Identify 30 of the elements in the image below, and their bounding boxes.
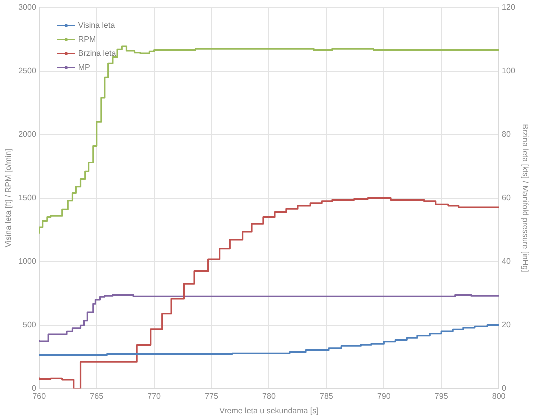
x-tick-label: 795 <box>434 392 449 401</box>
x-tick-label: 775 <box>205 392 219 401</box>
y-tick-label: 3000 <box>18 3 37 12</box>
y2-tick-label: 80 <box>502 130 512 140</box>
y2-tick-label: 100 <box>502 66 516 76</box>
y-tick-label: 2000 <box>18 130 37 140</box>
legend-label: Visina leta <box>78 21 116 30</box>
y2-tick-label: 40 <box>502 257 512 266</box>
x-tick-label: 765 <box>90 392 104 401</box>
y-tick-label: 2500 <box>18 66 37 76</box>
y-tick-label: 0 <box>32 384 37 394</box>
legend-label: Brzina leta <box>78 49 117 58</box>
y2-tick-label: 20 <box>502 320 512 330</box>
y-tick-label: 1500 <box>18 194 37 203</box>
y-axis-title: Visina leta [ft] / RPM [o/min] <box>4 149 14 248</box>
x-axis-title: Vreme leta u sekundama [s] <box>220 406 319 416</box>
y2-tick-label: 120 <box>502 3 516 12</box>
x-tick-label: 780 <box>262 392 276 401</box>
x-tick-label: 800 <box>492 392 506 401</box>
x-tick-label: 760 <box>32 392 47 401</box>
x-tick-label: 790 <box>377 392 392 401</box>
x-tick-label: 785 <box>320 392 334 401</box>
legend-label: RPM <box>78 35 97 44</box>
y2-axis-title: Brzina leta [kts] / Manifold pressure [inHg] <box>520 124 530 272</box>
y-tick-label: 500 <box>23 320 37 330</box>
legend-label: MP <box>78 63 90 72</box>
y2-tick-label: 0 <box>502 384 508 394</box>
y2-tick-label: 60 <box>502 194 512 203</box>
x-tick-label: 770 <box>148 392 162 401</box>
y-tick-label: 1000 <box>18 257 37 266</box>
